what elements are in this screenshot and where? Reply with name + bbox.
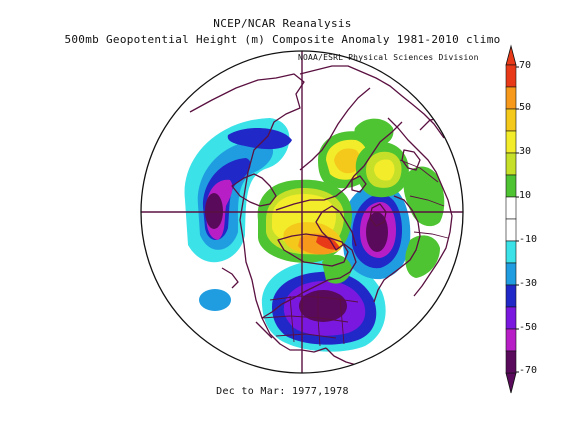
- greenland-high: [257, 179, 352, 263]
- colorbar-bin: [505, 152, 517, 176]
- colorbar-bin: [505, 350, 517, 374]
- colorbar-bin: [505, 218, 517, 242]
- chart-title-line2: 500mb Geopotential Height (m) Composite …: [64, 33, 501, 46]
- colorbar-bin: [505, 108, 517, 132]
- colorbar-bin: [505, 64, 517, 88]
- data-credit: NOAA/ESRL Physical Sciences Division: [298, 53, 479, 62]
- colorbar-bin: [505, 196, 517, 220]
- colorbar-top-cap: [505, 44, 517, 66]
- colorbar-bin: [505, 262, 517, 286]
- colorbar-tick-label: 70: [519, 60, 532, 71]
- colorbar-tick-label: 10: [519, 190, 532, 201]
- pacific-small-low: [199, 289, 231, 311]
- colorbar-bin: [505, 130, 517, 154]
- colorbar-bin: [505, 306, 517, 330]
- coastlines: [189, 65, 457, 371]
- colorbar-bin: [505, 240, 517, 264]
- colorbar-tick-label: -30: [519, 278, 538, 289]
- chart-title-line1: NCEP/NCAR Reanalysis: [213, 17, 352, 30]
- anomaly-fill: [141, 51, 463, 373]
- colorbar-tick-label: -50: [519, 322, 538, 333]
- colorbar-tick-label: -10: [519, 234, 538, 245]
- colorbar-tick-label: -70: [519, 365, 538, 376]
- siberia-high: [355, 142, 409, 198]
- colorbar-tick-label: 30: [519, 146, 532, 157]
- colorbar-tick-label: 50: [519, 102, 532, 113]
- north-pacific-low: [184, 118, 292, 263]
- eurasia-high: [403, 166, 445, 278]
- colorbar: [505, 44, 519, 394]
- map-boundary: [140, 50, 464, 374]
- country-borders: [261, 159, 449, 347]
- colorbar-bin: [505, 284, 517, 308]
- colorbar-bin: [505, 86, 517, 110]
- colorbar-bin: [505, 328, 517, 352]
- period-caption: Dec to Mar: 1977,1978: [216, 386, 349, 397]
- lat-lon-grid: [141, 51, 463, 373]
- colorbar-bin: [505, 174, 517, 198]
